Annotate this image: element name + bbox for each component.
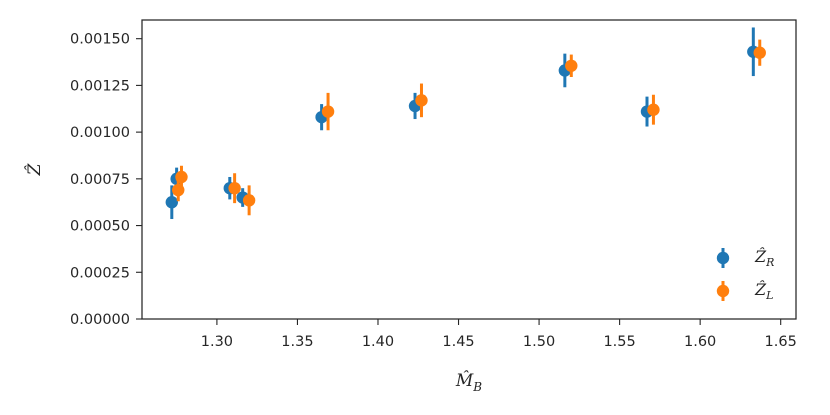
x-axis-ticks: 1.30 1.35 1.40 1.45 1.50 1.55 1.60 1.65 xyxy=(201,319,797,350)
y-tick-label-0-00025: 0.00025 xyxy=(70,265,130,281)
series-1 xyxy=(172,39,766,216)
y-tick-label-0-00000: 0.00000 xyxy=(70,312,130,328)
y-tick-label-0-00100: 0.00100 xyxy=(70,125,130,141)
x-tick-label-1-45: 1.45 xyxy=(442,334,474,350)
legend: ẐR ẐL xyxy=(716,246,774,302)
y-tick-label-0-00050: 0.00050 xyxy=(70,219,130,235)
legend-label-z-l: ẐL xyxy=(754,279,773,302)
legend-marker-z-r xyxy=(716,251,730,265)
series-1-point-2 xyxy=(228,181,241,195)
x-tick-label-1-65: 1.65 xyxy=(765,334,797,350)
series-1-point-3 xyxy=(242,194,256,207)
legend-item-z-l: ẐL xyxy=(716,279,773,302)
series-1-point-1 xyxy=(175,170,188,184)
x-tick-label-1-30: 1.30 xyxy=(201,334,233,350)
x-tick-label-1-40: 1.40 xyxy=(362,334,394,350)
data-series xyxy=(165,27,766,220)
y-tick-label-0-00150: 0.00150 xyxy=(70,32,130,48)
y-axis-label: Ẑ xyxy=(24,162,45,176)
series-0-point-0 xyxy=(165,196,179,209)
plot-frame xyxy=(141,19,797,320)
series-0 xyxy=(165,27,760,220)
series-1-point-4 xyxy=(321,105,335,118)
x-axis-label: M̂B xyxy=(455,371,482,394)
x-tick-label-1-50: 1.50 xyxy=(523,334,555,350)
series-1-point-8 xyxy=(753,46,766,59)
y-tick-label-0-00125: 0.00125 xyxy=(70,78,130,94)
series-1-point-5 xyxy=(415,94,428,107)
x-tick-label-1-35: 1.35 xyxy=(281,334,313,350)
series-1-point-6 xyxy=(565,59,578,72)
legend-marker-z-l xyxy=(716,284,730,298)
x-tick-label-1-55: 1.55 xyxy=(603,334,635,350)
series-1-point-7 xyxy=(647,103,660,116)
y-axis-ticks: 0.00000 0.00025 0.00050 0.00075 0.00100 0.001… xyxy=(70,32,142,328)
y-tick-label-0-00075: 0.00075 xyxy=(70,172,130,188)
legend-label-z-r: ẐR xyxy=(754,246,774,269)
x-tick-label-1-60: 1.60 xyxy=(684,334,716,350)
legend-item-z-r: ẐR xyxy=(716,246,774,269)
